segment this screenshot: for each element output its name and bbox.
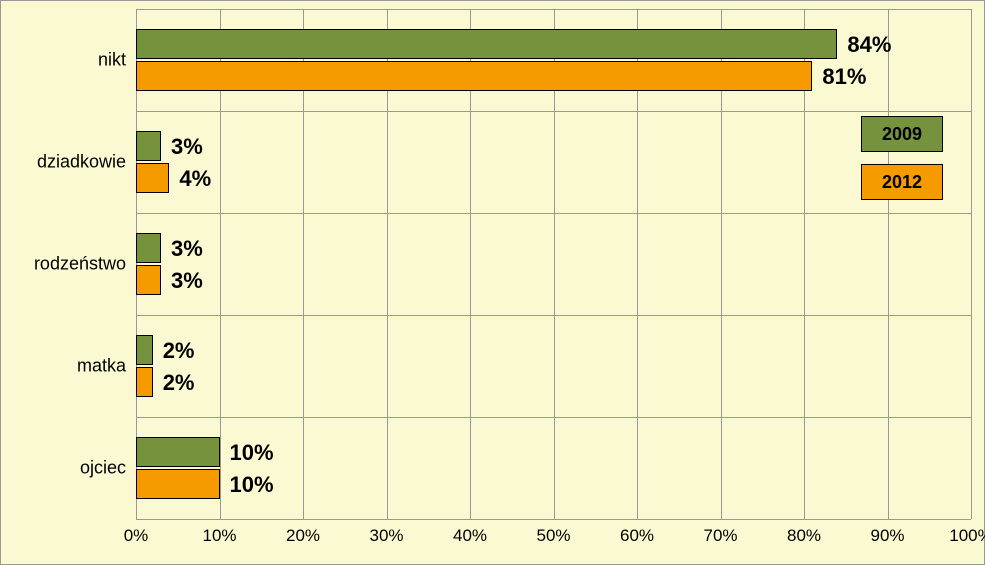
value-label-2012: 2% bbox=[163, 370, 195, 396]
x-axis-line bbox=[136, 519, 971, 520]
category-label: rodzeństwo bbox=[34, 254, 126, 275]
value-label-2009: 84% bbox=[847, 32, 891, 58]
x-tick-label: 40% bbox=[453, 526, 487, 546]
x-tick-label: 10% bbox=[202, 526, 236, 546]
value-label-2009: 10% bbox=[230, 440, 274, 466]
bar-2009 bbox=[136, 29, 837, 59]
x-tick-label: 60% bbox=[620, 526, 654, 546]
x-tick-label: 80% bbox=[787, 526, 821, 546]
value-label-2012: 81% bbox=[822, 64, 866, 90]
bar-2012 bbox=[136, 163, 169, 193]
bar-2012 bbox=[136, 469, 220, 499]
gridline bbox=[888, 9, 889, 519]
x-tick-label: 0% bbox=[124, 526, 149, 546]
gridline bbox=[971, 9, 972, 519]
bar-2012 bbox=[136, 61, 812, 91]
x-tick-label: 30% bbox=[369, 526, 403, 546]
value-label-2012: 10% bbox=[230, 472, 274, 498]
bar-2009 bbox=[136, 233, 161, 263]
value-label-2009: 3% bbox=[171, 236, 203, 262]
category-label: matka bbox=[77, 356, 126, 377]
plot-area: 84% 81% 3% 4% 3% 3% 2% 2% 10% 10% bbox=[136, 9, 971, 519]
legend-item-2009: 2009 bbox=[861, 116, 943, 152]
value-label-2012: 4% bbox=[179, 166, 211, 192]
bar-2012 bbox=[136, 367, 153, 397]
value-label-2009: 2% bbox=[163, 338, 195, 364]
category-separator bbox=[136, 315, 971, 316]
legend-label: 2012 bbox=[882, 172, 922, 193]
category-separator bbox=[136, 417, 971, 418]
bar-2009 bbox=[136, 335, 153, 365]
legend: 2009 2012 bbox=[861, 116, 943, 212]
legend-label: 2009 bbox=[882, 124, 922, 145]
value-label-2009: 3% bbox=[171, 134, 203, 160]
bar-2009 bbox=[136, 437, 220, 467]
category-separator bbox=[136, 213, 971, 214]
x-tick-label: 100% bbox=[949, 526, 985, 546]
category-label: dziadkowie bbox=[37, 152, 126, 173]
bar-2012 bbox=[136, 265, 161, 295]
bar-2009 bbox=[136, 131, 161, 161]
category-label: nikt bbox=[98, 50, 126, 71]
legend-item-2012: 2012 bbox=[861, 164, 943, 200]
x-tick-label: 20% bbox=[286, 526, 320, 546]
value-label-2012: 3% bbox=[171, 268, 203, 294]
category-separator bbox=[136, 111, 971, 112]
bar-chart: 84% 81% 3% 4% 3% 3% 2% 2% 10% 10% nikt dziadkowie r… bbox=[0, 0, 985, 565]
x-tick-label: 70% bbox=[703, 526, 737, 546]
category-label: ojciec bbox=[80, 458, 126, 479]
x-tick-label: 50% bbox=[536, 526, 570, 546]
x-tick-label: 90% bbox=[870, 526, 904, 546]
